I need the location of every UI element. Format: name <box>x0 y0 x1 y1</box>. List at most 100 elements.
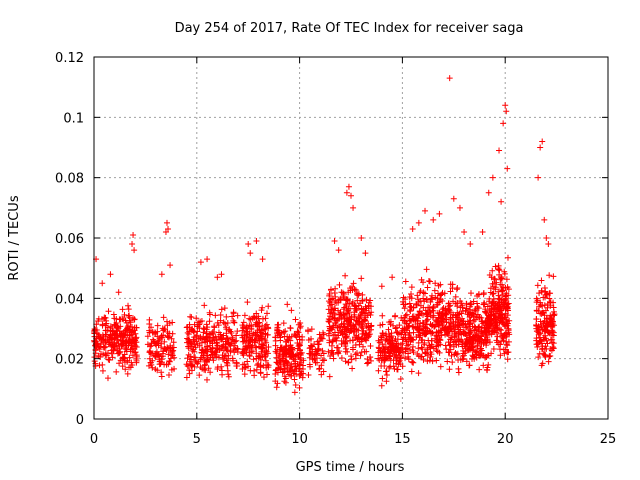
data-point <box>503 318 510 325</box>
data-point <box>492 284 499 291</box>
data-point <box>96 343 103 350</box>
data-point <box>129 362 136 369</box>
data-point <box>331 238 338 245</box>
data-point <box>344 348 351 355</box>
data-point <box>505 300 512 307</box>
data-point <box>433 332 440 339</box>
data-point <box>416 289 423 296</box>
data-point <box>351 302 358 309</box>
data-point <box>359 291 366 298</box>
data-point <box>294 331 301 338</box>
data-point <box>296 341 303 348</box>
data-point <box>455 357 462 364</box>
data-point <box>503 108 510 115</box>
data-point <box>100 344 107 351</box>
data-point <box>504 165 511 172</box>
data-point <box>495 295 502 302</box>
data-point <box>343 345 350 352</box>
data-point <box>133 324 140 331</box>
data-point <box>272 342 279 349</box>
data-point <box>501 350 508 357</box>
data-point <box>408 295 415 302</box>
data-point <box>165 361 172 368</box>
data-point <box>470 337 477 344</box>
data-point <box>493 329 500 336</box>
data-point <box>406 300 413 307</box>
data-point <box>246 338 253 345</box>
data-point <box>467 319 474 326</box>
data-point <box>149 328 156 335</box>
data-point <box>454 314 461 321</box>
data-point <box>111 342 118 349</box>
data-point <box>188 314 195 321</box>
data-point <box>424 358 431 365</box>
data-point <box>262 322 269 329</box>
data-point <box>292 360 299 367</box>
data-point <box>479 228 486 235</box>
data-point <box>124 370 131 377</box>
data-point <box>349 283 356 290</box>
data-point <box>358 323 365 330</box>
data-point <box>103 317 110 324</box>
data-point <box>415 345 422 352</box>
data-point <box>197 333 204 340</box>
data-point <box>261 354 268 361</box>
data-point <box>197 259 204 266</box>
data-point <box>253 366 260 373</box>
data-point <box>494 320 501 327</box>
data-point <box>243 345 250 352</box>
data-point <box>133 356 140 363</box>
data-point <box>105 308 112 315</box>
data-point <box>197 364 204 371</box>
data-point <box>466 314 473 321</box>
data-point <box>162 228 169 235</box>
data-point <box>122 366 129 373</box>
data-point <box>388 334 395 341</box>
data-point <box>399 363 406 370</box>
data-point <box>421 330 428 337</box>
data-point <box>419 319 426 326</box>
data-point <box>438 291 445 298</box>
data-point <box>108 334 115 341</box>
data-point <box>412 324 419 331</box>
data-point <box>391 365 398 372</box>
data-point <box>150 336 157 343</box>
data-point <box>214 342 221 349</box>
data-point <box>455 369 462 376</box>
data-point <box>169 319 176 326</box>
data-point <box>365 320 372 327</box>
data-point <box>383 378 390 385</box>
data-point <box>201 349 208 356</box>
data-point <box>278 346 285 353</box>
data-point <box>426 278 433 285</box>
data-point <box>485 189 492 196</box>
data-point <box>425 277 432 284</box>
data-point <box>246 322 253 329</box>
data-point <box>265 303 272 310</box>
data-point <box>351 311 358 318</box>
data-point <box>159 325 166 332</box>
data-point <box>400 349 407 356</box>
data-point <box>193 315 200 322</box>
data-point <box>386 364 393 371</box>
data-point <box>218 363 225 370</box>
data-point <box>545 329 552 336</box>
data-point <box>246 349 253 356</box>
data-point <box>273 384 280 391</box>
data-point <box>458 310 465 317</box>
data-point <box>494 307 501 314</box>
data-point <box>349 346 356 353</box>
data-point <box>400 334 407 341</box>
data-point <box>496 303 503 310</box>
data-point <box>224 335 231 342</box>
data-point <box>533 315 540 322</box>
data-point <box>341 304 348 311</box>
data-point <box>487 320 494 327</box>
data-point <box>280 355 287 362</box>
data-point <box>326 373 333 380</box>
data-point <box>165 334 172 341</box>
data-point <box>460 330 467 337</box>
data-point <box>110 311 117 318</box>
data-point <box>496 267 503 274</box>
data-point <box>202 335 209 342</box>
